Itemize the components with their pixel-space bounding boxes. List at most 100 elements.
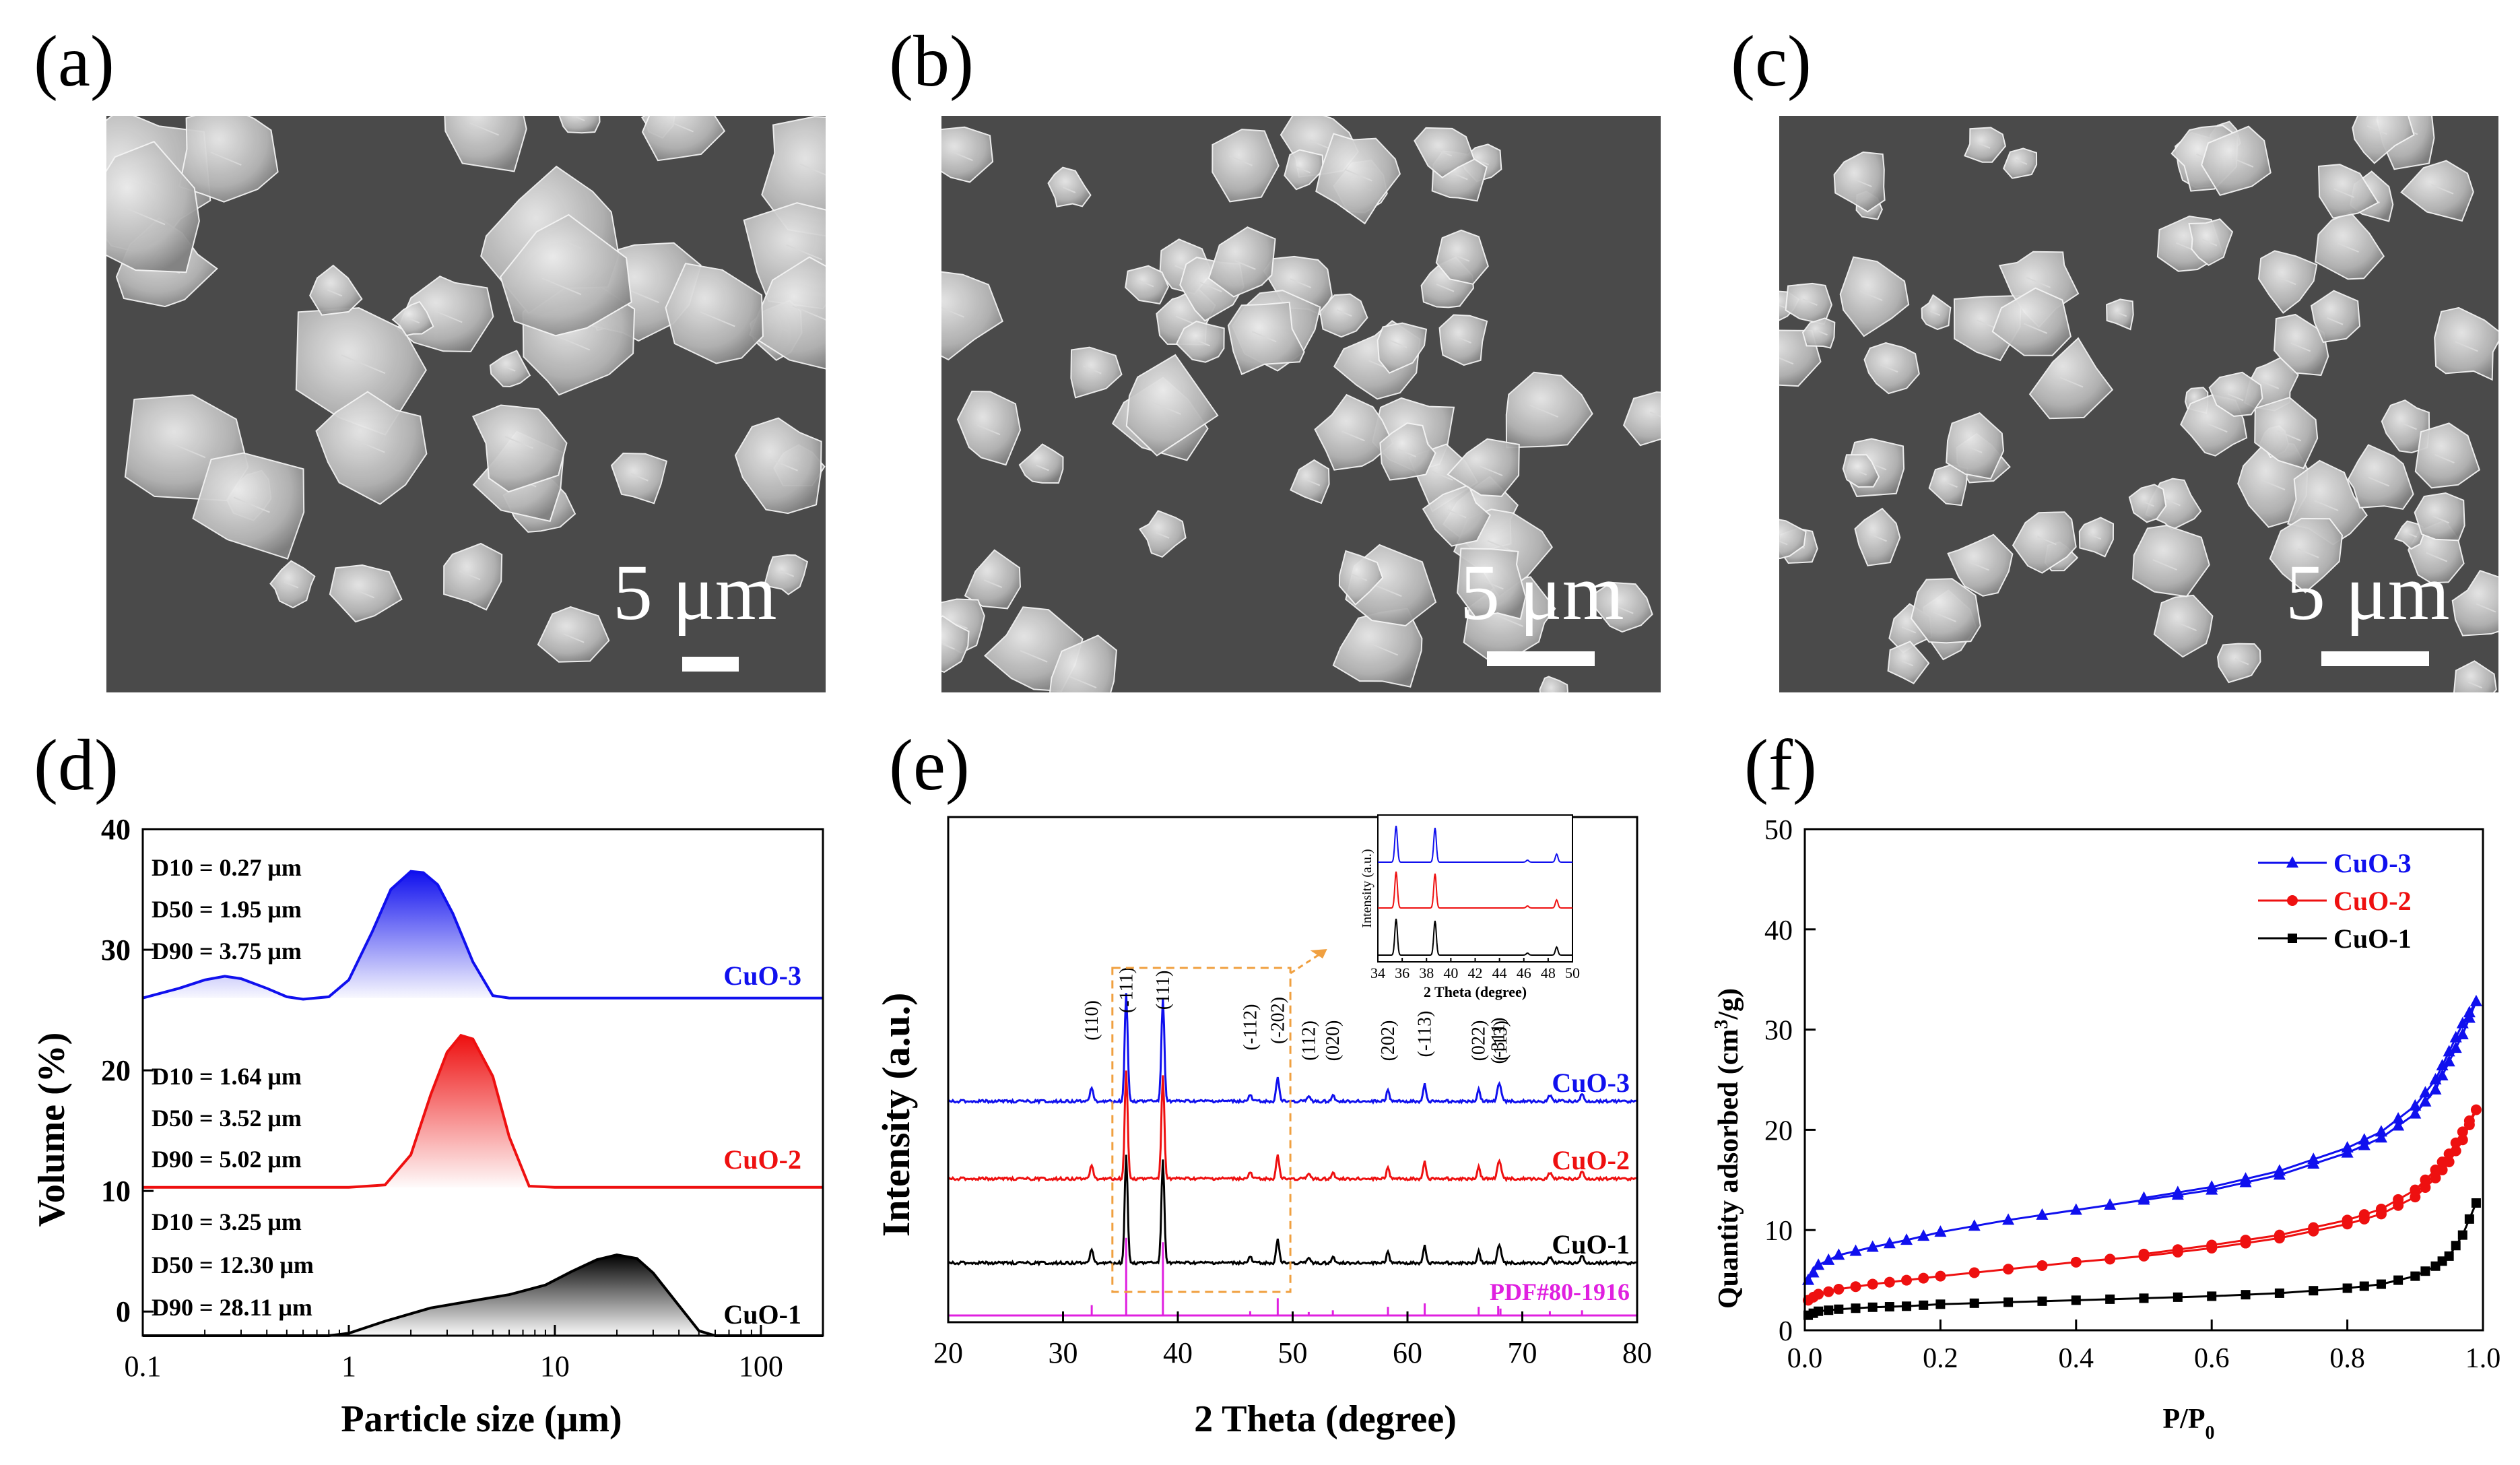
sem-facet bbox=[1344, 168, 1372, 182]
chart-f-marker bbox=[2393, 1194, 2404, 1205]
sem-facet bbox=[504, 436, 534, 449]
sem-facet bbox=[2026, 277, 2051, 288]
sem-facet bbox=[1374, 584, 1402, 597]
chart-f-marker bbox=[2206, 1180, 2218, 1192]
chart-e-zoom-box bbox=[1111, 967, 1292, 1293]
sem-facet bbox=[983, 579, 1003, 589]
chart-e-hkl-label: (-202) bbox=[1267, 997, 1288, 1044]
chart-d-stat-label: D10 = 1.64 μm bbox=[152, 1063, 302, 1090]
chart-f-marker bbox=[1833, 1283, 1845, 1295]
sem-facet bbox=[352, 587, 374, 599]
chart-f-marker bbox=[1824, 1305, 1834, 1315]
sem-facet bbox=[2261, 479, 2286, 491]
chart-e-hkl-label: (202) bbox=[1378, 1020, 1399, 1062]
chart-d-ytick-label: 30 bbox=[101, 934, 131, 967]
sem-facet bbox=[1452, 253, 1470, 262]
chart-f-marker bbox=[2287, 895, 2298, 906]
sem-particle bbox=[309, 264, 363, 316]
sem-particle bbox=[2201, 125, 2272, 196]
chart-f-marker bbox=[2104, 1198, 2117, 1210]
sem-particle bbox=[1910, 578, 1981, 644]
sem-image-b: 5 μm bbox=[941, 116, 1661, 692]
sem-facet bbox=[2368, 476, 2390, 487]
sem-facet bbox=[1139, 280, 1154, 288]
sem-facet bbox=[792, 305, 826, 321]
chart-d-area-cuo-2 bbox=[143, 1035, 823, 1187]
sem-facet bbox=[1853, 178, 1872, 187]
chart-e-xtick-label: 20 bbox=[933, 1336, 963, 1369]
chart-f-marker bbox=[2457, 1126, 2468, 1138]
scale-bar-label-b: 5 μm bbox=[1460, 548, 1624, 637]
sem-facet bbox=[167, 441, 206, 459]
panel-label-f: (f) bbox=[1744, 725, 1817, 806]
chart-f-marker bbox=[2138, 1248, 2150, 1260]
sem-facet bbox=[2366, 125, 2387, 135]
chart-f-marker bbox=[1834, 1304, 1844, 1314]
sem-facet bbox=[1478, 578, 1504, 590]
chart-f-marker bbox=[2342, 1214, 2353, 1226]
sem-particle bbox=[1070, 346, 1123, 399]
sem-facet bbox=[2426, 552, 2448, 562]
chart-e-inset-xtick-label: 50 bbox=[1565, 965, 1580, 981]
chart-f-marker bbox=[1935, 1299, 1946, 1309]
chart-f-marker bbox=[2409, 1107, 2422, 1119]
sem-facet bbox=[284, 581, 299, 589]
chart-f-marker bbox=[2463, 1115, 2475, 1127]
chart-e-inset-xtick-label: 48 bbox=[1541, 965, 1556, 981]
sem-facet bbox=[786, 244, 822, 261]
sem-facet bbox=[210, 152, 242, 166]
sem-particle bbox=[1593, 581, 1653, 633]
chart-f-marker bbox=[2429, 1073, 2442, 1084]
sem-particle bbox=[1319, 293, 1368, 338]
chart-d-line-cuo-1 bbox=[143, 1253, 823, 1337]
chart-f-marker bbox=[2308, 1222, 2319, 1233]
chart-d-ytick-label: 20 bbox=[101, 1054, 131, 1087]
chart-d-series-label: CuO-3 bbox=[723, 961, 801, 991]
chart-f-marker bbox=[2341, 1141, 2354, 1153]
chart-f-marker bbox=[1934, 1225, 1947, 1237]
chart-f-marker bbox=[2449, 1041, 2462, 1053]
chart-f-marker bbox=[2419, 1095, 2432, 1107]
sem-facet bbox=[1455, 335, 1471, 344]
chart-f-marker bbox=[2443, 1055, 2455, 1067]
chart-f-marker bbox=[2375, 1203, 2387, 1214]
chart-f-xtick-label: 0.2 bbox=[1923, 1343, 1958, 1374]
sem-facet bbox=[233, 496, 270, 513]
sem-facet bbox=[1434, 148, 1452, 157]
chart-e-hkl-label: (-113) bbox=[1415, 1011, 1436, 1057]
chart-f-marker bbox=[1850, 1281, 1861, 1293]
chart-f-marker bbox=[2137, 1191, 2150, 1203]
sem-facet bbox=[2036, 535, 2057, 546]
sem-facet bbox=[1290, 278, 1312, 288]
chart-e-hkl-label: (112) bbox=[1298, 1020, 1319, 1061]
sem-particle bbox=[1946, 412, 2005, 480]
chart-d-ytick-label: 10 bbox=[101, 1175, 131, 1208]
sem-facet bbox=[2297, 548, 2319, 558]
sem-facet bbox=[2434, 453, 2455, 464]
scale-bar-c bbox=[2321, 651, 2429, 666]
sem-particle bbox=[269, 560, 316, 609]
sem-particle bbox=[1018, 443, 1064, 484]
chart-d-xtick-label: 0.1 bbox=[125, 1350, 162, 1383]
chart-f-marker bbox=[2456, 1028, 2469, 1040]
chart-f-marker bbox=[2457, 1230, 2467, 1240]
sem-facet bbox=[1944, 481, 1958, 488]
chart-f-marker bbox=[2359, 1281, 2369, 1291]
chart-e-xtick-label: 40 bbox=[1163, 1336, 1193, 1369]
chart-f-marker bbox=[2392, 1112, 2405, 1124]
chart-e-ylabel: Intensity (a.u.) bbox=[874, 993, 918, 1237]
chart-d-series-label: CuO-1 bbox=[723, 1299, 801, 1330]
sem-particle bbox=[2254, 396, 2319, 469]
chart-e-zoom-arrowhead bbox=[1310, 949, 1327, 958]
sem-facet bbox=[1229, 155, 1253, 166]
sem-particle bbox=[1047, 166, 1092, 207]
chart-f-marker bbox=[2410, 1184, 2421, 1196]
chart-f-marker bbox=[1866, 1240, 1879, 1252]
chart-e-hkl-label: (113) bbox=[1490, 1020, 1511, 1061]
chart-f-marker bbox=[1917, 1229, 1930, 1241]
sem-facet bbox=[1479, 465, 1503, 476]
sem-facet bbox=[2142, 500, 2154, 507]
chart-f-xlabel: P/P0 bbox=[2163, 1404, 2215, 1443]
sem-facet bbox=[407, 317, 420, 324]
scale-bar-b bbox=[1487, 651, 1595, 666]
